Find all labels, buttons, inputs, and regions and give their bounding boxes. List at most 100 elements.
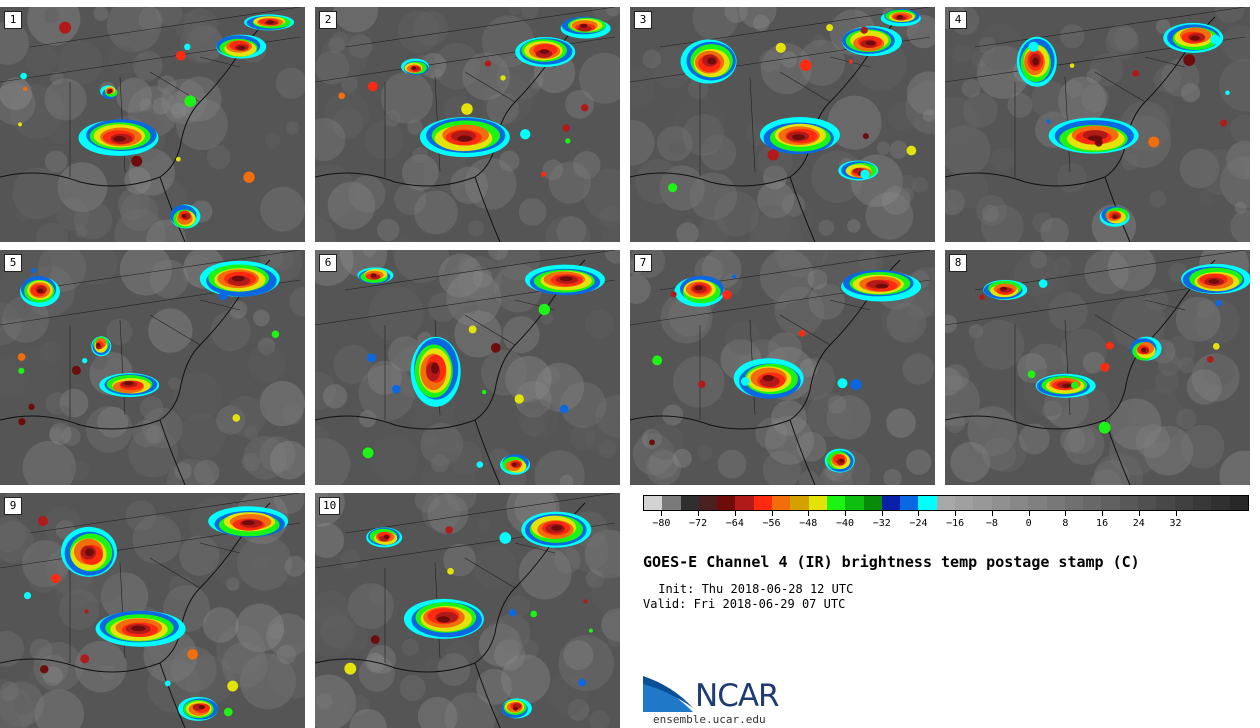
- cloud-texture: [1031, 80, 1069, 118]
- cloud-texture: [1195, 299, 1240, 345]
- cloud-texture: [259, 380, 305, 427]
- colorbar-tick: [1175, 511, 1177, 516]
- cloud-texture: [273, 493, 305, 514]
- cloud-texture: [646, 450, 682, 485]
- storm-cell: [1000, 286, 1008, 291]
- cloud-texture: [1029, 250, 1048, 269]
- small-cell: [1132, 70, 1140, 77]
- cloud-texture: [275, 67, 305, 99]
- cloud-texture: [93, 7, 109, 21]
- cloud-texture: [49, 422, 72, 445]
- cloud-texture: [991, 147, 1015, 172]
- cloud-texture: [1114, 26, 1138, 51]
- cloud-texture: [228, 303, 246, 320]
- cloud-texture: [186, 25, 224, 63]
- cloud-texture: [29, 638, 53, 662]
- storm-cell: [84, 548, 94, 557]
- small-cell: [740, 377, 750, 386]
- storm-cell: [1141, 347, 1147, 352]
- cloud-texture: [149, 259, 189, 299]
- cloud-texture: [521, 7, 539, 20]
- cloud-texture: [945, 125, 991, 176]
- cloud-texture: [889, 140, 908, 159]
- cloud-texture: [193, 459, 220, 485]
- cloud-texture: [420, 52, 447, 79]
- small-cell: [862, 133, 869, 140]
- small-cell: [652, 355, 663, 366]
- cloud-texture: [235, 603, 284, 653]
- cloud-texture: [139, 396, 164, 420]
- small-cell: [18, 367, 25, 374]
- cloud-texture: [886, 302, 927, 343]
- cloud-texture: [216, 405, 246, 435]
- small-cell: [368, 81, 378, 92]
- ncar-wordmark: NCAR: [695, 678, 780, 714]
- storm-cell: [370, 273, 377, 278]
- colorbar-tick-label: −32: [872, 518, 891, 529]
- colorbar-swatch: [1101, 496, 1120, 510]
- colorbar-tick-label: 16: [1096, 518, 1109, 529]
- small-cell: [520, 129, 531, 140]
- cloud-texture: [953, 44, 972, 64]
- cloud-texture: [216, 625, 265, 675]
- cloud-texture: [243, 435, 287, 480]
- cloud-texture: [206, 145, 231, 170]
- cloud-texture: [1111, 295, 1166, 351]
- cloud-texture: [572, 151, 601, 179]
- cloud-texture: [132, 419, 160, 448]
- cloud-texture: [268, 623, 285, 640]
- colorbar-swatch: [790, 496, 809, 510]
- cloud-texture: [632, 433, 675, 475]
- storm-cell: [96, 342, 101, 347]
- panel-number-label: 2: [319, 11, 337, 29]
- cloud-texture: [315, 217, 336, 242]
- cloud-texture: [1014, 251, 1059, 297]
- cloud-texture: [421, 452, 476, 485]
- cloud-texture: [427, 493, 469, 535]
- cloud-texture: [0, 77, 33, 110]
- cloud-texture: [585, 569, 605, 589]
- cloud-texture: [598, 439, 617, 458]
- cloud-texture: [48, 427, 64, 442]
- cloud-texture: [1060, 427, 1086, 453]
- satellite-map-2: [315, 7, 620, 242]
- cloud-texture: [1053, 257, 1072, 276]
- cloud-texture: [8, 79, 31, 102]
- satellite-map-5: [0, 250, 305, 485]
- small-cell: [860, 169, 870, 179]
- cloud-texture: [971, 50, 989, 68]
- small-cell: [490, 342, 501, 353]
- cloud-texture: [1186, 369, 1222, 405]
- cloud-texture: [945, 189, 965, 216]
- cloud-texture: [752, 14, 770, 32]
- cloud-texture: [692, 7, 739, 41]
- cloud-texture: [945, 364, 969, 391]
- cloud-texture: [464, 157, 517, 210]
- cloud-texture: [1107, 250, 1156, 292]
- storm-cell: [242, 520, 255, 526]
- cloud-texture: [1017, 353, 1048, 384]
- cloud-texture: [0, 687, 35, 728]
- cloud-texture: [399, 674, 426, 701]
- cloud-texture: [120, 193, 159, 231]
- cloud-texture: [244, 425, 259, 440]
- cloud-texture: [22, 440, 76, 485]
- cloud-texture: [423, 433, 438, 448]
- small-cell: [391, 384, 401, 394]
- cloud-texture: [567, 699, 590, 721]
- cloud-texture: [945, 375, 980, 427]
- cloud-texture: [976, 194, 1008, 226]
- cloud-texture: [8, 718, 22, 728]
- colorbar-swatch: [753, 496, 773, 510]
- colorbar-swatch: [991, 496, 1010, 510]
- cloud-texture: [945, 96, 978, 145]
- small-cell: [37, 516, 48, 527]
- cloud-texture: [486, 92, 519, 125]
- colorbar-tick-label: −64: [725, 518, 744, 529]
- cloud-texture: [241, 452, 260, 472]
- cloud-texture: [45, 392, 69, 415]
- small-cell: [223, 707, 233, 717]
- cloud-texture: [253, 309, 270, 327]
- small-cell: [18, 122, 23, 127]
- colorbar-swatch: [900, 496, 919, 510]
